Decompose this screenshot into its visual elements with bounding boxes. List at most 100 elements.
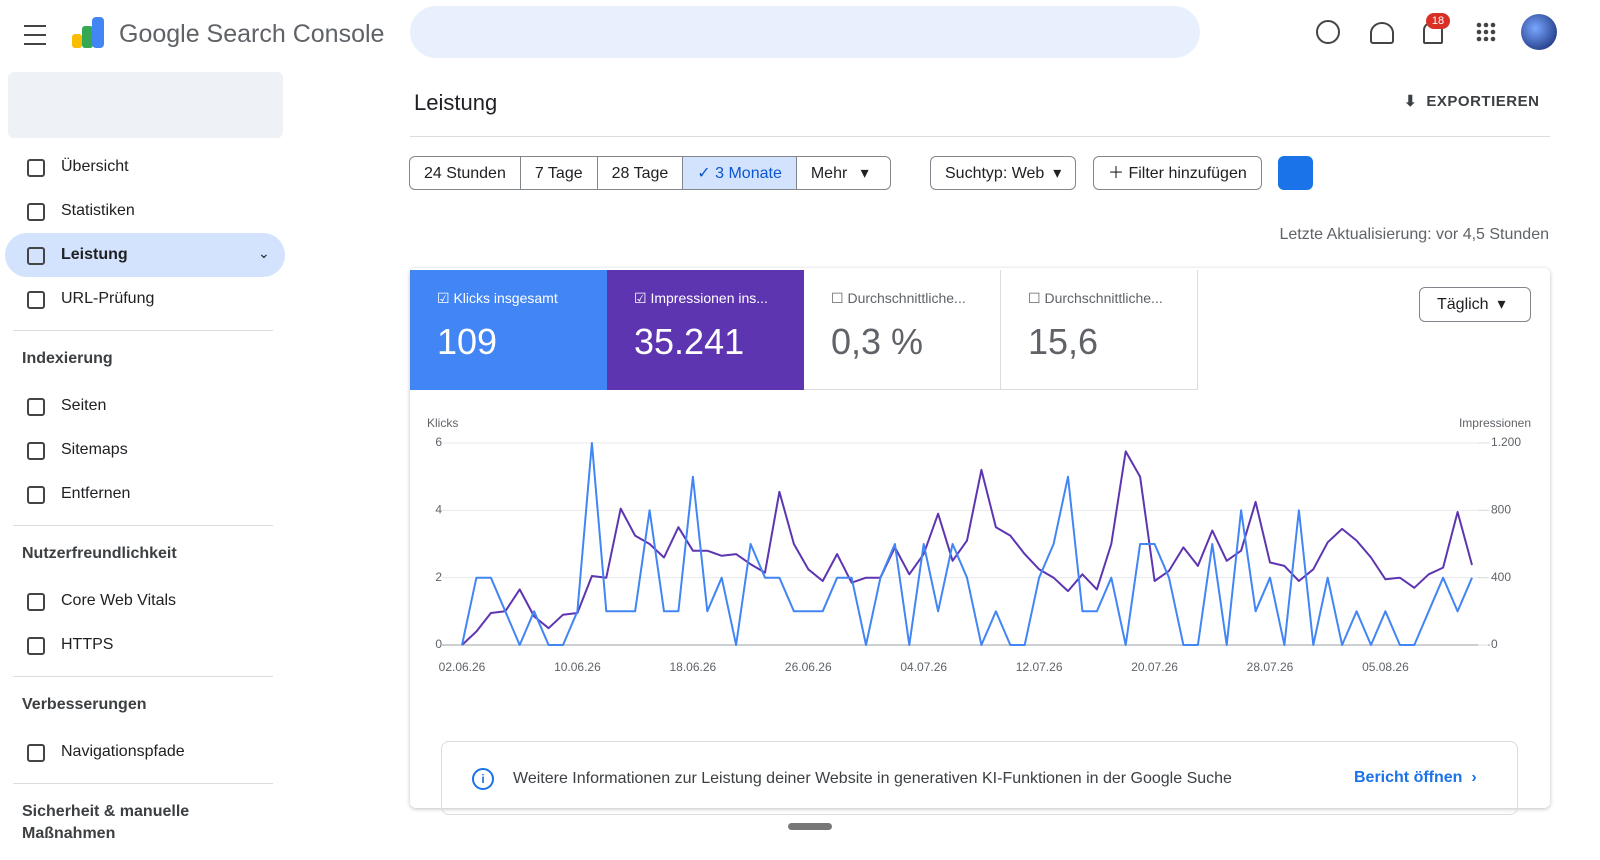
info-link[interactable]: Bericht öffnen ›: [1354, 769, 1477, 786]
x-tick-label: 12.07.26: [1016, 660, 1063, 674]
divider: [13, 783, 273, 784]
metric-card[interactable]: ☐ Durchschnittliche... 0,3 %: [804, 270, 1001, 390]
x-tick-label: 05.08.26: [1362, 660, 1409, 674]
range-label: 24 Stunden: [424, 165, 506, 182]
nav-icon: [27, 486, 45, 504]
nav-item[interactable]: Seiten: [61, 397, 107, 414]
avatar[interactable]: [1521, 14, 1557, 50]
y2-axis-title: Impressionen: [1459, 416, 1531, 430]
chevron: ⌄: [258, 245, 270, 261]
metric-label: ☑ Klicks insgesamt: [437, 290, 558, 306]
range-button[interactable]: ✓ 3 Monate: [682, 156, 797, 190]
x-tick-label: 10.06.26: [554, 660, 601, 674]
section-title[interactable]: Verbesserungen: [22, 696, 147, 713]
x-tick-label: 28.07.26: [1247, 660, 1294, 674]
metric-card[interactable]: ☑ Impressionen ins... 35.241: [607, 270, 804, 390]
chart: Klicks Impressionen 0 2 4 6 0 400 800 1.200 02.06.…: [427, 416, 1531, 674]
divider: [13, 525, 273, 526]
metric-label-text: Impressionen ins...: [650, 290, 768, 306]
range-label: 28 Tage: [611, 165, 669, 182]
line-series: [461, 442, 1473, 646]
info-link-label: Bericht öffnen: [1354, 769, 1463, 786]
metric-label-text: Durchschnittliche...: [1044, 290, 1163, 306]
metric-card[interactable]: ☐ Durchschnittliche... 15,6: [1001, 270, 1198, 390]
nav-item[interactable]: URL-Prüfung: [61, 290, 155, 307]
x-tick-label: 26.06.26: [785, 660, 832, 674]
y2-tick-label: 800: [1491, 503, 1511, 517]
divider: [13, 676, 273, 677]
search-type-label: Suchtyp: Web: [945, 165, 1045, 182]
y-tick-label: 6: [435, 435, 442, 449]
menu-icon[interactable]: [24, 25, 46, 45]
metric-label: ☐ Durchschnittliche...: [1028, 290, 1163, 306]
nav-icon: [27, 247, 45, 265]
nav-item[interactable]: HTTPS: [61, 636, 114, 653]
granularity-label: Täglich: [1437, 296, 1489, 313]
app-title: Google Search Console: [119, 20, 385, 48]
nav-item[interactable]: Übersicht: [61, 158, 129, 175]
x-tick-label: 04.07.26: [900, 660, 947, 674]
range-button[interactable]: 7 Tage: [519, 156, 598, 190]
divider: [410, 136, 1550, 137]
y2-tick-label: 0: [1491, 637, 1498, 651]
y2-tick-label: 1.200: [1491, 435, 1521, 449]
section-title[interactable]: Sicherheit & manuelle Maßnahmen: [22, 803, 190, 842]
range-label: 3 Monate: [715, 165, 782, 182]
metric-label-text: Durchschnittliche...: [847, 290, 966, 306]
nav-icon: [27, 398, 45, 416]
y-tick-label: 0: [435, 637, 442, 651]
range-group: 24 Stunden 7 Tage 28 Tage ✓ 3 Monate Mehr ▾: [409, 156, 891, 190]
metric-value: 15,6: [1028, 321, 1099, 362]
search-type[interactable]: Suchtyp: Web ▾: [930, 156, 1077, 190]
metric-card[interactable]: ☑ Klicks insgesamt 109: [410, 270, 607, 390]
nav-item[interactable]: Entfernen: [61, 485, 131, 502]
export-label: EXPORTIEREN: [1426, 93, 1540, 110]
more-label: Mehr: [810, 165, 848, 182]
metric-label-text: Klicks insgesamt: [453, 290, 558, 306]
range-label: 7 Tage: [534, 165, 583, 182]
metric-value: 0,3 %: [831, 321, 924, 362]
nav-icon: [27, 637, 45, 655]
filter-settings[interactable]: [1278, 156, 1313, 190]
last-update: Letzte Aktualisierung: vor 4,5 Stunden: [1279, 226, 1549, 243]
line-series: [461, 450, 1473, 646]
x-tick-label: 02.06.26: [439, 660, 486, 674]
property-selector[interactable]: [8, 72, 283, 138]
divider: [13, 330, 273, 331]
nav-item[interactable]: Navigationspfade: [61, 743, 185, 760]
nav-item[interactable]: Sitemaps: [61, 441, 128, 458]
help-icon[interactable]: [1316, 20, 1340, 44]
nav-item[interactable]: Leistung: [5, 233, 285, 277]
nav-icon: [27, 203, 45, 221]
more-button[interactable]: Mehr ▾: [795, 156, 891, 190]
range-button[interactable]: 28 Tage: [596, 156, 684, 190]
export-button[interactable]: ⬇ EXPORTIEREN: [1404, 93, 1540, 110]
info-icon: i: [472, 768, 494, 790]
search-bar[interactable]: [410, 6, 1200, 58]
nav-icon: [27, 442, 45, 460]
apps-icon[interactable]: [1476, 22, 1496, 42]
nav-icon: [27, 159, 45, 177]
section-title[interactable]: Indexierung: [22, 350, 113, 367]
nav-item[interactable]: Statistiken: [61, 202, 135, 219]
granularity[interactable]: Täglich ▾: [1419, 287, 1531, 322]
metric-value: 35.241: [634, 321, 745, 362]
metric-value: 109: [437, 321, 498, 362]
info-box: i Weitere Informationen zur Leistung dei…: [441, 741, 1518, 815]
y-axis-title: Klicks: [427, 416, 458, 430]
nav-icon: [27, 291, 45, 309]
page-title: Leistung: [414, 90, 498, 115]
range-button[interactable]: 24 Stunden: [409, 156, 521, 190]
nav-item[interactable]: Core Web Vitals: [61, 592, 177, 609]
info-text: Weitere Informationen zur Leistung deine…: [513, 770, 1232, 787]
section-title[interactable]: Nutzerfreundlichkeit: [22, 545, 177, 562]
admin-icon[interactable]: [1370, 22, 1394, 44]
x-tick-label: 20.07.26: [1131, 660, 1178, 674]
y2-tick-label: 400: [1491, 570, 1511, 584]
add-filter[interactable]: ＋ Filter hinzufügen: [1093, 156, 1262, 190]
y-tick-label: 4: [435, 503, 442, 517]
nav-icon: [27, 744, 45, 762]
metric-label: ☐ Durchschnittliche...: [831, 290, 966, 306]
scroll-handle[interactable]: [788, 823, 832, 830]
